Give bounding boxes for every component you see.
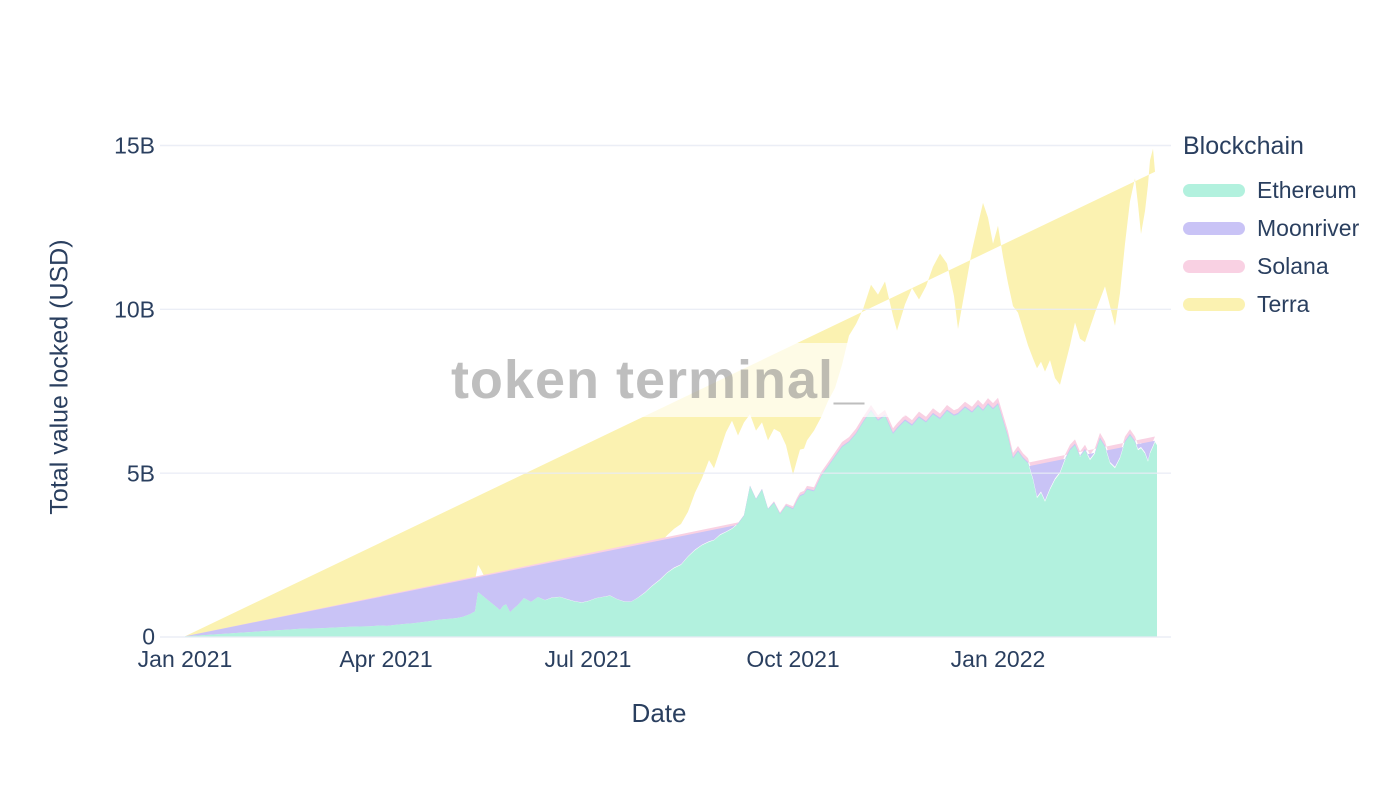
- legend-label-solana: Solana: [1257, 252, 1329, 279]
- legend-item-moonriver[interactable]: Moonriver: [1183, 209, 1359, 247]
- solana-swatch-icon: [1183, 259, 1245, 273]
- x-tick-jul-2021: Jul 2021: [544, 646, 632, 672]
- legend-item-solana[interactable]: Solana: [1183, 247, 1359, 285]
- legend-label-terra: Terra: [1257, 290, 1310, 317]
- ethereum-swatch-icon: [1183, 183, 1245, 197]
- legend-label-ethereum: Ethereum: [1257, 176, 1357, 203]
- y-tick-15b: 15B: [114, 132, 155, 159]
- moonriver-swatch-icon: [1183, 221, 1245, 235]
- gridlines: [160, 144, 1171, 638]
- legend-label-moonriver: Moonriver: [1257, 214, 1360, 241]
- x-tick-jan-2022: Jan 2022: [950, 646, 1046, 672]
- watermark-text: token terminal_: [450, 350, 866, 410]
- token-terminal-watermark: token terminal_: [408, 343, 908, 417]
- y-tick-10b: 10B: [114, 296, 155, 323]
- x-tick-jan-2021: Jan 2021: [137, 646, 233, 672]
- legend: Blockchain Ethereum Moonriver Solana Ter…: [1183, 132, 1359, 323]
- stacked-areas: [185, 148, 1157, 637]
- y-tick-5b: 5B: [126, 460, 155, 487]
- x-axis-title: Date: [631, 698, 687, 728]
- terra-swatch-icon: [1183, 297, 1245, 311]
- legend-title: Blockchain: [1183, 132, 1304, 160]
- x-tick-oct-2021: Oct 2021: [746, 646, 840, 672]
- legend-item-ethereum[interactable]: Ethereum: [1183, 171, 1359, 209]
- area-ethereum: [185, 404, 1157, 637]
- y-tick-0: 0: [142, 623, 155, 650]
- legend-item-terra[interactable]: Terra: [1183, 285, 1359, 323]
- x-tick-apr-2021: Apr 2021: [339, 646, 433, 672]
